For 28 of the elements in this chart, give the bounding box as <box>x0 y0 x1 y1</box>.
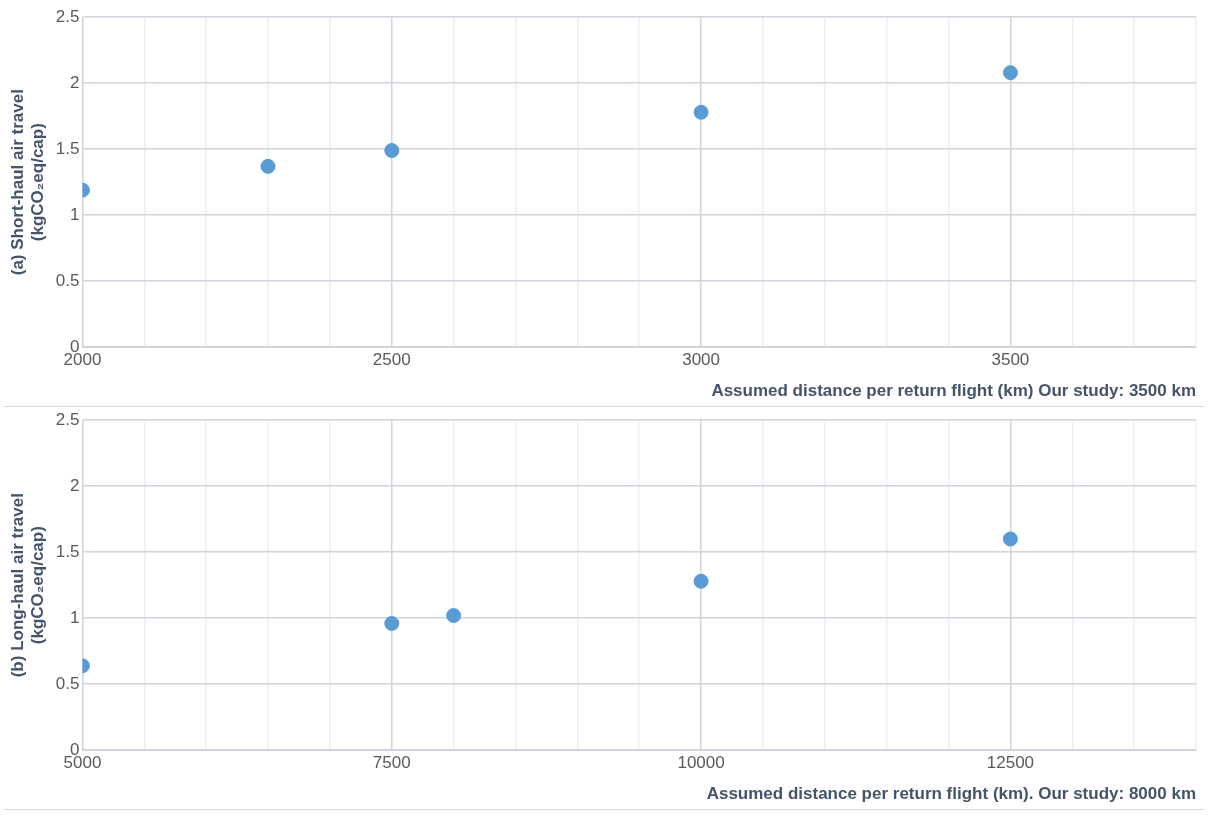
y-tick-label: 1 <box>69 607 80 627</box>
x-tick-label: 10000 <box>677 753 725 773</box>
point <box>1002 531 1018 547</box>
x-tick-label: 3000 <box>682 350 720 370</box>
y-tick-label: 1 <box>69 204 80 224</box>
y-axis-title: (a) Short-haul air travel (kgCO₂eq/cap) <box>7 89 48 276</box>
point <box>693 573 709 589</box>
y-tick-label: 1.5 <box>55 541 80 561</box>
point <box>446 608 462 624</box>
x-tick-label: 12500 <box>986 753 1035 773</box>
point <box>384 143 400 159</box>
x-tick-label: 2500 <box>372 350 411 370</box>
point <box>260 158 276 174</box>
x-axis-title: Assumed distance per return flight (km). Our study: 8000 km <box>706 784 1196 804</box>
y-tick-label: 2 <box>69 72 80 92</box>
point <box>384 615 400 631</box>
y-tick-label: 1.5 <box>55 138 80 158</box>
y-tick-label: 2 <box>69 475 80 495</box>
x-axis-title: Assumed distance per return flight (km) Our study: 3500 km <box>711 381 1196 401</box>
point <box>693 104 709 120</box>
y-axis-title: (b) Long-haul air travel (kgCO₂eq/cap) <box>7 493 48 678</box>
point <box>1002 65 1018 81</box>
x-tick-label: 7500 <box>372 753 411 773</box>
x-tick-label: 3500 <box>991 350 1030 370</box>
y-tick-label: 0.5 <box>55 270 80 290</box>
y-tick-label: 0.5 <box>55 673 80 693</box>
y-tick-label: 2.5 <box>55 409 80 429</box>
y-tick-label: 2.5 <box>55 6 80 26</box>
